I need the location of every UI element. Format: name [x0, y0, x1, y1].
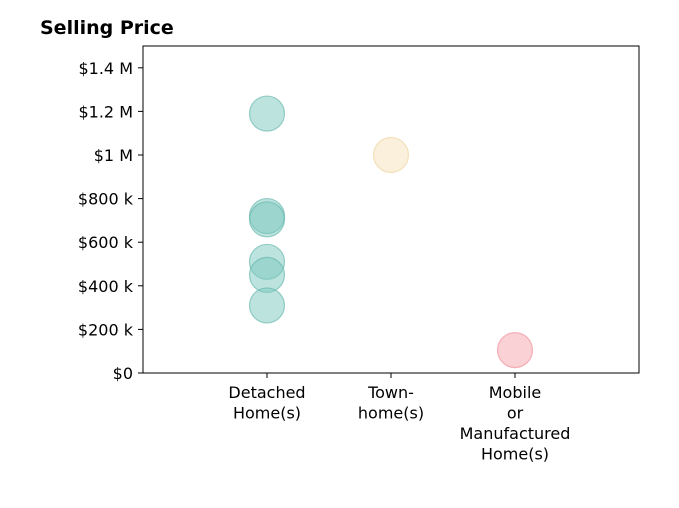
y-tick-label: $1 M	[94, 146, 133, 165]
x-tick-label-line: Town-	[367, 383, 414, 402]
y-tick-label: $400 k	[78, 277, 134, 296]
y-tick-label: $1.2 M	[78, 102, 133, 121]
data-point	[248, 95, 286, 132]
x-tick-label: Town-home(s)	[358, 383, 424, 423]
x-tick-label: Detached Home(s)	[228, 383, 305, 423]
x-tick-label-line: or	[507, 404, 524, 423]
data-point	[248, 256, 286, 293]
x-tick-label-line: Mobile	[489, 383, 541, 402]
y-tick-label: $0	[113, 364, 133, 383]
chart-title: Selling Price	[40, 17, 174, 39]
y-tick-label: $600 k	[78, 233, 134, 252]
x-tick-label-line: Home(s)	[481, 445, 549, 464]
data-point	[248, 287, 286, 324]
x-tick-label-line: Detached	[228, 383, 305, 402]
x-axis: Detached Home(s) Town-home(s) Mobile or Manuf…	[228, 373, 570, 464]
data-point	[248, 201, 286, 238]
y-tick-label: $1.4 M	[78, 59, 133, 78]
plot-area	[248, 95, 534, 369]
x-tick-label: Mobile or Manufactured Home(s)	[460, 383, 571, 464]
x-tick-label-line: home(s)	[358, 404, 424, 423]
data-point	[496, 332, 534, 369]
y-tick-label: $800 k	[78, 190, 134, 209]
data-point	[372, 136, 410, 174]
y-tick-label: $200 k	[78, 320, 134, 339]
x-tick-label-line: Home(s)	[233, 404, 301, 423]
y-axis: $0 $200 k $400 k $600 k $800 k $1 M $1.2 M $1.4…	[78, 59, 143, 383]
axes-frame	[142, 45, 640, 374]
x-tick-label-line: Manufactured	[460, 424, 571, 443]
